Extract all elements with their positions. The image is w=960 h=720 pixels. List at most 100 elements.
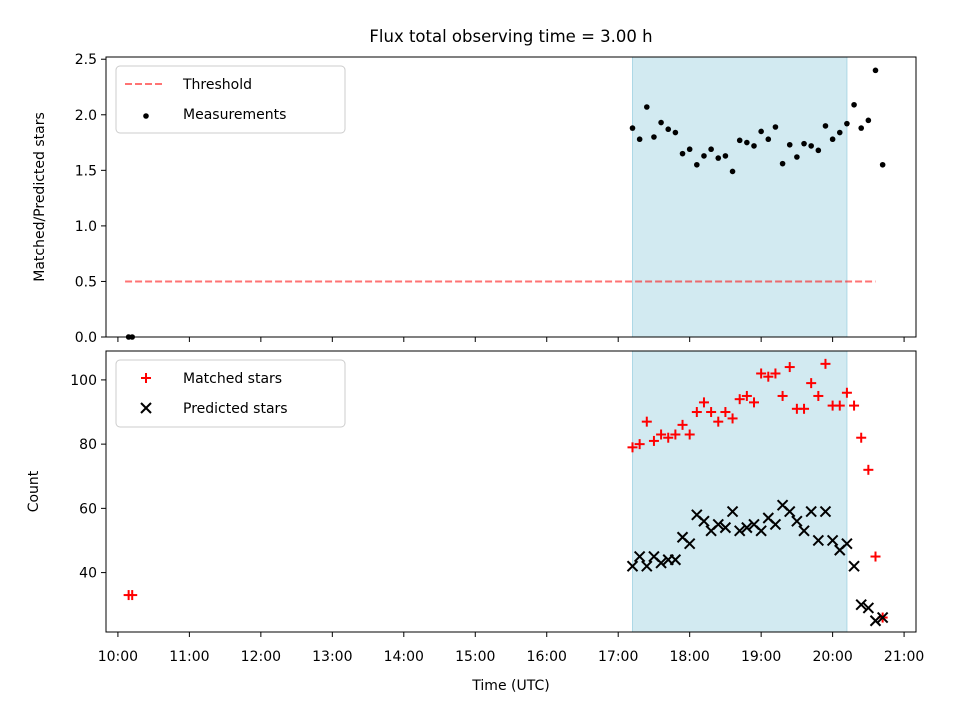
matched-star-point	[777, 390, 788, 401]
y-tick-label: 2.0	[75, 108, 97, 124]
matched-star-point	[670, 429, 681, 440]
measurement-point	[865, 117, 872, 124]
predicted-star-point	[812, 534, 825, 547]
matched-star-point	[756, 368, 767, 379]
x-tick-label: 10:00	[98, 649, 138, 665]
matched-star-point	[706, 407, 717, 418]
top-marks	[125, 67, 886, 340]
matched-star-point	[763, 371, 774, 382]
bottom-y-axis-label: Count	[26, 470, 42, 512]
bottom-panel: 40 60 80 100 10:00 11:00 12:00 13:00 14:00 15:00…	[26, 350, 924, 694]
predicted-star-point	[633, 550, 646, 563]
measurement-point	[651, 134, 657, 140]
top-legend: Threshold Measurements	[115, 65, 346, 134]
matched-star-point	[749, 397, 759, 408]
legend-label: Threshold	[182, 77, 252, 93]
matched-star-point	[820, 358, 831, 369]
x-tick-label: 16:00	[527, 649, 567, 665]
legend-swatch-matched	[141, 373, 151, 383]
y-tick-label: 100	[70, 373, 97, 389]
matched-star-point	[863, 464, 874, 475]
measurement-point	[672, 129, 679, 136]
bottom-marks	[123, 358, 889, 627]
measurement-point	[636, 136, 643, 143]
predicted-star-point	[819, 505, 832, 518]
measurement-point	[808, 143, 814, 149]
matched-star-point	[727, 413, 738, 424]
matched-star-point	[663, 432, 674, 443]
x-tick-label: 18:00	[669, 649, 709, 665]
legend-box	[115, 359, 346, 428]
legend-label: Matched stars	[183, 371, 282, 387]
measurement-point	[643, 104, 650, 110]
measurement-point	[844, 120, 850, 127]
measurement-point	[686, 146, 693, 153]
legend-swatch-predicted	[140, 402, 152, 414]
measurement-point	[658, 119, 664, 126]
matched-star-point	[634, 439, 645, 450]
matched-star-point	[770, 368, 781, 379]
y-tick-label: 1.0	[75, 219, 97, 235]
y-tick-label: 0.5	[75, 274, 97, 290]
matched-star-point	[856, 432, 867, 443]
x-tick-label: 15:00	[455, 649, 495, 665]
measurement-point	[822, 123, 829, 129]
predicted-star-point	[719, 521, 732, 534]
predicted-star-point	[712, 518, 724, 531]
matched-star-point	[684, 429, 695, 440]
predicted-star-point	[683, 537, 696, 550]
predicted-star-point	[784, 505, 796, 518]
matched-star-point	[656, 429, 667, 440]
y-tick-label: 0.0	[75, 330, 97, 346]
legend-label: Predicted stars	[183, 401, 288, 417]
matched-star-point	[834, 400, 845, 411]
measurement-point	[765, 136, 772, 143]
measurement-point	[779, 160, 786, 167]
measurement-point	[794, 154, 800, 160]
matched-star-point	[691, 407, 702, 418]
measurement-point	[872, 67, 879, 74]
predicted-star-point	[876, 611, 889, 624]
measurement-point	[879, 161, 886, 168]
bottom-legend: Matched stars Predicted stars	[115, 359, 346, 428]
matched-star-point	[720, 407, 731, 418]
measurement-point	[665, 126, 672, 133]
measurement-point	[679, 150, 686, 157]
measurement-point	[758, 128, 764, 135]
predicted-star-point	[855, 598, 867, 611]
predicted-star-point	[769, 518, 782, 531]
matched-star-point	[849, 400, 860, 411]
predicted-star-point	[869, 615, 882, 627]
measurement-point	[701, 153, 707, 159]
measurement-point	[815, 147, 822, 154]
predicted-star-point	[626, 560, 639, 572]
predicted-star-point	[655, 557, 667, 569]
matched-star-point	[127, 590, 138, 601]
predicted-star-point	[669, 554, 682, 566]
predicted-star-point	[826, 534, 839, 547]
x-tick-label: 14:00	[384, 649, 424, 665]
measurement-point	[708, 146, 714, 153]
predicted-star-point	[641, 560, 653, 572]
measurement-point	[744, 139, 750, 146]
measurement-point	[858, 125, 865, 131]
matched-star-point	[734, 394, 745, 405]
measurement-point	[722, 153, 729, 159]
measurement-point	[829, 136, 836, 143]
matched-star-point	[841, 387, 852, 398]
x-axis-label: Time (UTC)	[471, 678, 549, 694]
measurement-point	[836, 129, 843, 136]
measurement-point	[715, 155, 722, 161]
x-tick-label: 13:00	[312, 649, 352, 665]
measurement-point	[801, 140, 807, 147]
legend-swatch-measurements	[143, 113, 149, 119]
measurement-point	[751, 143, 757, 149]
top-shaded-interval	[632, 56, 848, 338]
predicted-star-point	[791, 515, 803, 527]
predicted-star-point	[698, 515, 710, 527]
y-tick-label: 2.5	[75, 52, 97, 68]
x-tick-label: 11:00	[169, 649, 209, 665]
x-tick-label: 20:00	[812, 649, 852, 665]
bottom-y-axis: 40 60 80 100	[70, 373, 106, 582]
